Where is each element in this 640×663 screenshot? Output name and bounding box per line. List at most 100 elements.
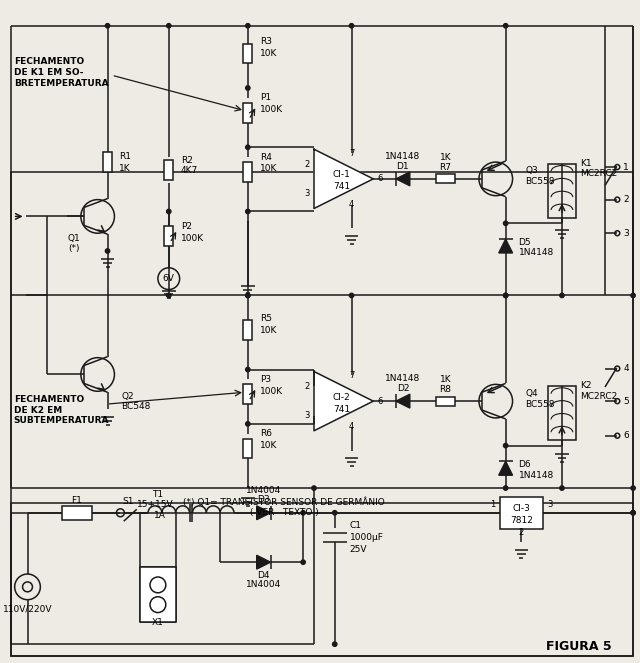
Text: 1N4004: 1N4004 (246, 485, 281, 495)
Text: K2: K2 (580, 381, 591, 390)
Text: K1: K1 (580, 158, 591, 168)
Circle shape (246, 422, 250, 426)
Bar (548, 164, 576, 218)
Text: 6V: 6V (163, 274, 175, 283)
Text: 1N4148: 1N4148 (518, 471, 554, 480)
Text: R6: R6 (260, 429, 271, 438)
Circle shape (246, 293, 250, 298)
Text: X1: X1 (152, 618, 164, 627)
Text: SUBTEMPERATURA: SUBTEMPERATURA (13, 416, 109, 426)
Bar (243, 320, 252, 340)
Text: R2: R2 (180, 156, 193, 164)
Text: 1: 1 (623, 162, 629, 172)
Text: R3: R3 (260, 37, 271, 46)
Text: 1N4004: 1N4004 (246, 580, 281, 589)
Circle shape (246, 210, 250, 213)
Text: 1000μF: 1000μF (349, 533, 383, 542)
Text: 10K: 10K (260, 441, 277, 450)
Polygon shape (314, 371, 373, 431)
Text: C1: C1 (349, 521, 362, 530)
Text: 5: 5 (623, 396, 629, 406)
Text: R4: R4 (260, 152, 271, 162)
Text: 15+15V: 15+15V (136, 501, 173, 509)
Text: D5: D5 (518, 237, 531, 247)
Text: 110V/220V: 110V/220V (3, 604, 52, 613)
Bar (11, 172, 633, 656)
Text: R1: R1 (120, 152, 131, 160)
Text: FIGURA 5: FIGURA 5 (546, 640, 612, 652)
Text: MC2RC2: MC2RC2 (580, 170, 617, 178)
Circle shape (560, 293, 564, 298)
Bar (243, 439, 252, 458)
Text: 3: 3 (305, 412, 310, 420)
Circle shape (246, 24, 250, 28)
Text: 1: 1 (490, 501, 496, 509)
Circle shape (504, 24, 508, 28)
Polygon shape (396, 394, 410, 408)
Text: D3: D3 (257, 495, 270, 505)
Circle shape (301, 560, 305, 564)
Circle shape (246, 145, 250, 149)
Text: CI-3: CI-3 (513, 505, 531, 513)
Text: 10K: 10K (260, 49, 277, 58)
Circle shape (333, 511, 337, 515)
Text: 3: 3 (305, 189, 310, 198)
Bar (243, 44, 252, 63)
Text: 4: 4 (349, 422, 354, 432)
Circle shape (504, 293, 508, 298)
Text: 7: 7 (349, 149, 354, 158)
Text: 1K: 1K (440, 375, 451, 384)
Text: P3: P3 (260, 375, 271, 384)
Text: F1: F1 (72, 497, 83, 505)
Circle shape (349, 293, 354, 298)
Text: D4: D4 (257, 571, 270, 579)
Bar (11, 503, 633, 656)
Text: 4K7: 4K7 (180, 166, 198, 176)
Text: CI-2: CI-2 (333, 392, 351, 402)
Text: D2: D2 (397, 384, 409, 392)
Text: (*): (*) (68, 243, 80, 253)
Circle shape (504, 221, 508, 225)
Circle shape (631, 293, 636, 298)
Circle shape (301, 511, 305, 515)
Circle shape (631, 511, 636, 515)
Circle shape (166, 24, 171, 28)
Bar (164, 226, 173, 246)
Circle shape (166, 293, 171, 298)
Circle shape (312, 486, 316, 490)
Text: ( VER   TEXTO ): ( VER TEXTO ) (250, 509, 319, 517)
Text: D1: D1 (397, 162, 409, 170)
Text: MC2RC2: MC2RC2 (580, 392, 617, 400)
Text: 3: 3 (623, 229, 629, 238)
Circle shape (504, 486, 508, 490)
Circle shape (560, 486, 564, 490)
Text: Q4: Q4 (525, 389, 538, 398)
Circle shape (631, 486, 636, 490)
Text: Q3: Q3 (525, 166, 538, 176)
Bar (243, 385, 252, 404)
Circle shape (246, 86, 250, 90)
Circle shape (246, 367, 250, 372)
Text: Q2: Q2 (122, 392, 134, 400)
Text: 1N4148: 1N4148 (518, 249, 554, 257)
Circle shape (246, 293, 250, 298)
Bar (140, 567, 176, 623)
Text: S1: S1 (122, 497, 134, 507)
Text: D6: D6 (518, 460, 531, 469)
Text: 1N4148: 1N4148 (385, 152, 420, 160)
Text: 100K: 100K (180, 233, 204, 243)
Polygon shape (257, 555, 271, 569)
Text: 741: 741 (333, 404, 350, 414)
Circle shape (504, 444, 508, 448)
Circle shape (106, 24, 109, 28)
Polygon shape (499, 239, 513, 253)
Text: 2: 2 (623, 195, 629, 204)
Text: FECHAMENTO: FECHAMENTO (13, 394, 84, 404)
Circle shape (349, 24, 354, 28)
Bar (500, 497, 543, 528)
Text: R5: R5 (260, 314, 271, 323)
Text: R8: R8 (440, 385, 451, 394)
Bar (243, 162, 252, 182)
Text: DE K2 EM: DE K2 EM (13, 406, 62, 414)
Text: 2: 2 (519, 528, 524, 537)
